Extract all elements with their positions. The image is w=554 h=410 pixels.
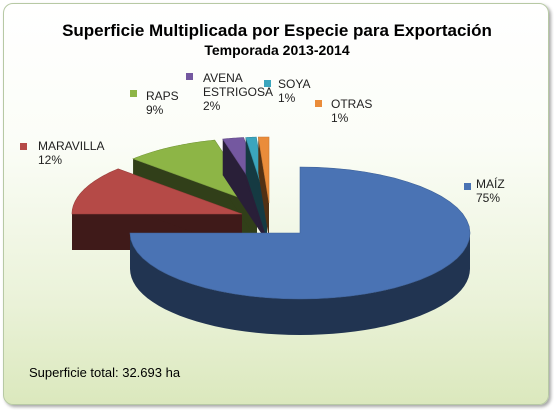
data-label-maravilla: 12% [38,153,62,167]
data-label-raps: 9% [146,103,164,117]
slice-label-otras: OTRAS [331,97,372,111]
slice-label-raps: RAPS [146,89,179,103]
slice-label-avena-strigosa: AVENA [203,71,243,85]
slice-label-avena-strigosa: ESTRIGOSA [203,85,273,99]
slice-label-soya: SOYA [278,77,310,91]
data-label-soya: 1% [278,91,296,105]
chart-subtitle: Temporada 2013-2014 [204,42,350,58]
legend-marker-maravilla [20,143,27,150]
legend-marker-soya [264,80,271,87]
data-label-otras: 1% [331,111,349,125]
chart-title: Superficie Multiplicada por Especie para… [62,21,492,40]
slice-label-maiz: MAÍZ [476,176,505,191]
slice-label-maravilla: MARAVILLA [38,139,104,153]
pie-slice-otras [257,136,270,239]
pie-slice-maiz [129,166,471,335]
legend-marker-avena-strigosa [186,73,193,80]
data-label-avena-strigosa: 2% [203,99,221,113]
legend-marker-raps [130,90,137,97]
legend-marker-maiz [464,183,471,190]
legend-marker-otras [315,100,322,107]
data-label-maiz: 75% [476,191,500,205]
total-area-text: Superficie total: 32.693 ha [29,365,181,380]
